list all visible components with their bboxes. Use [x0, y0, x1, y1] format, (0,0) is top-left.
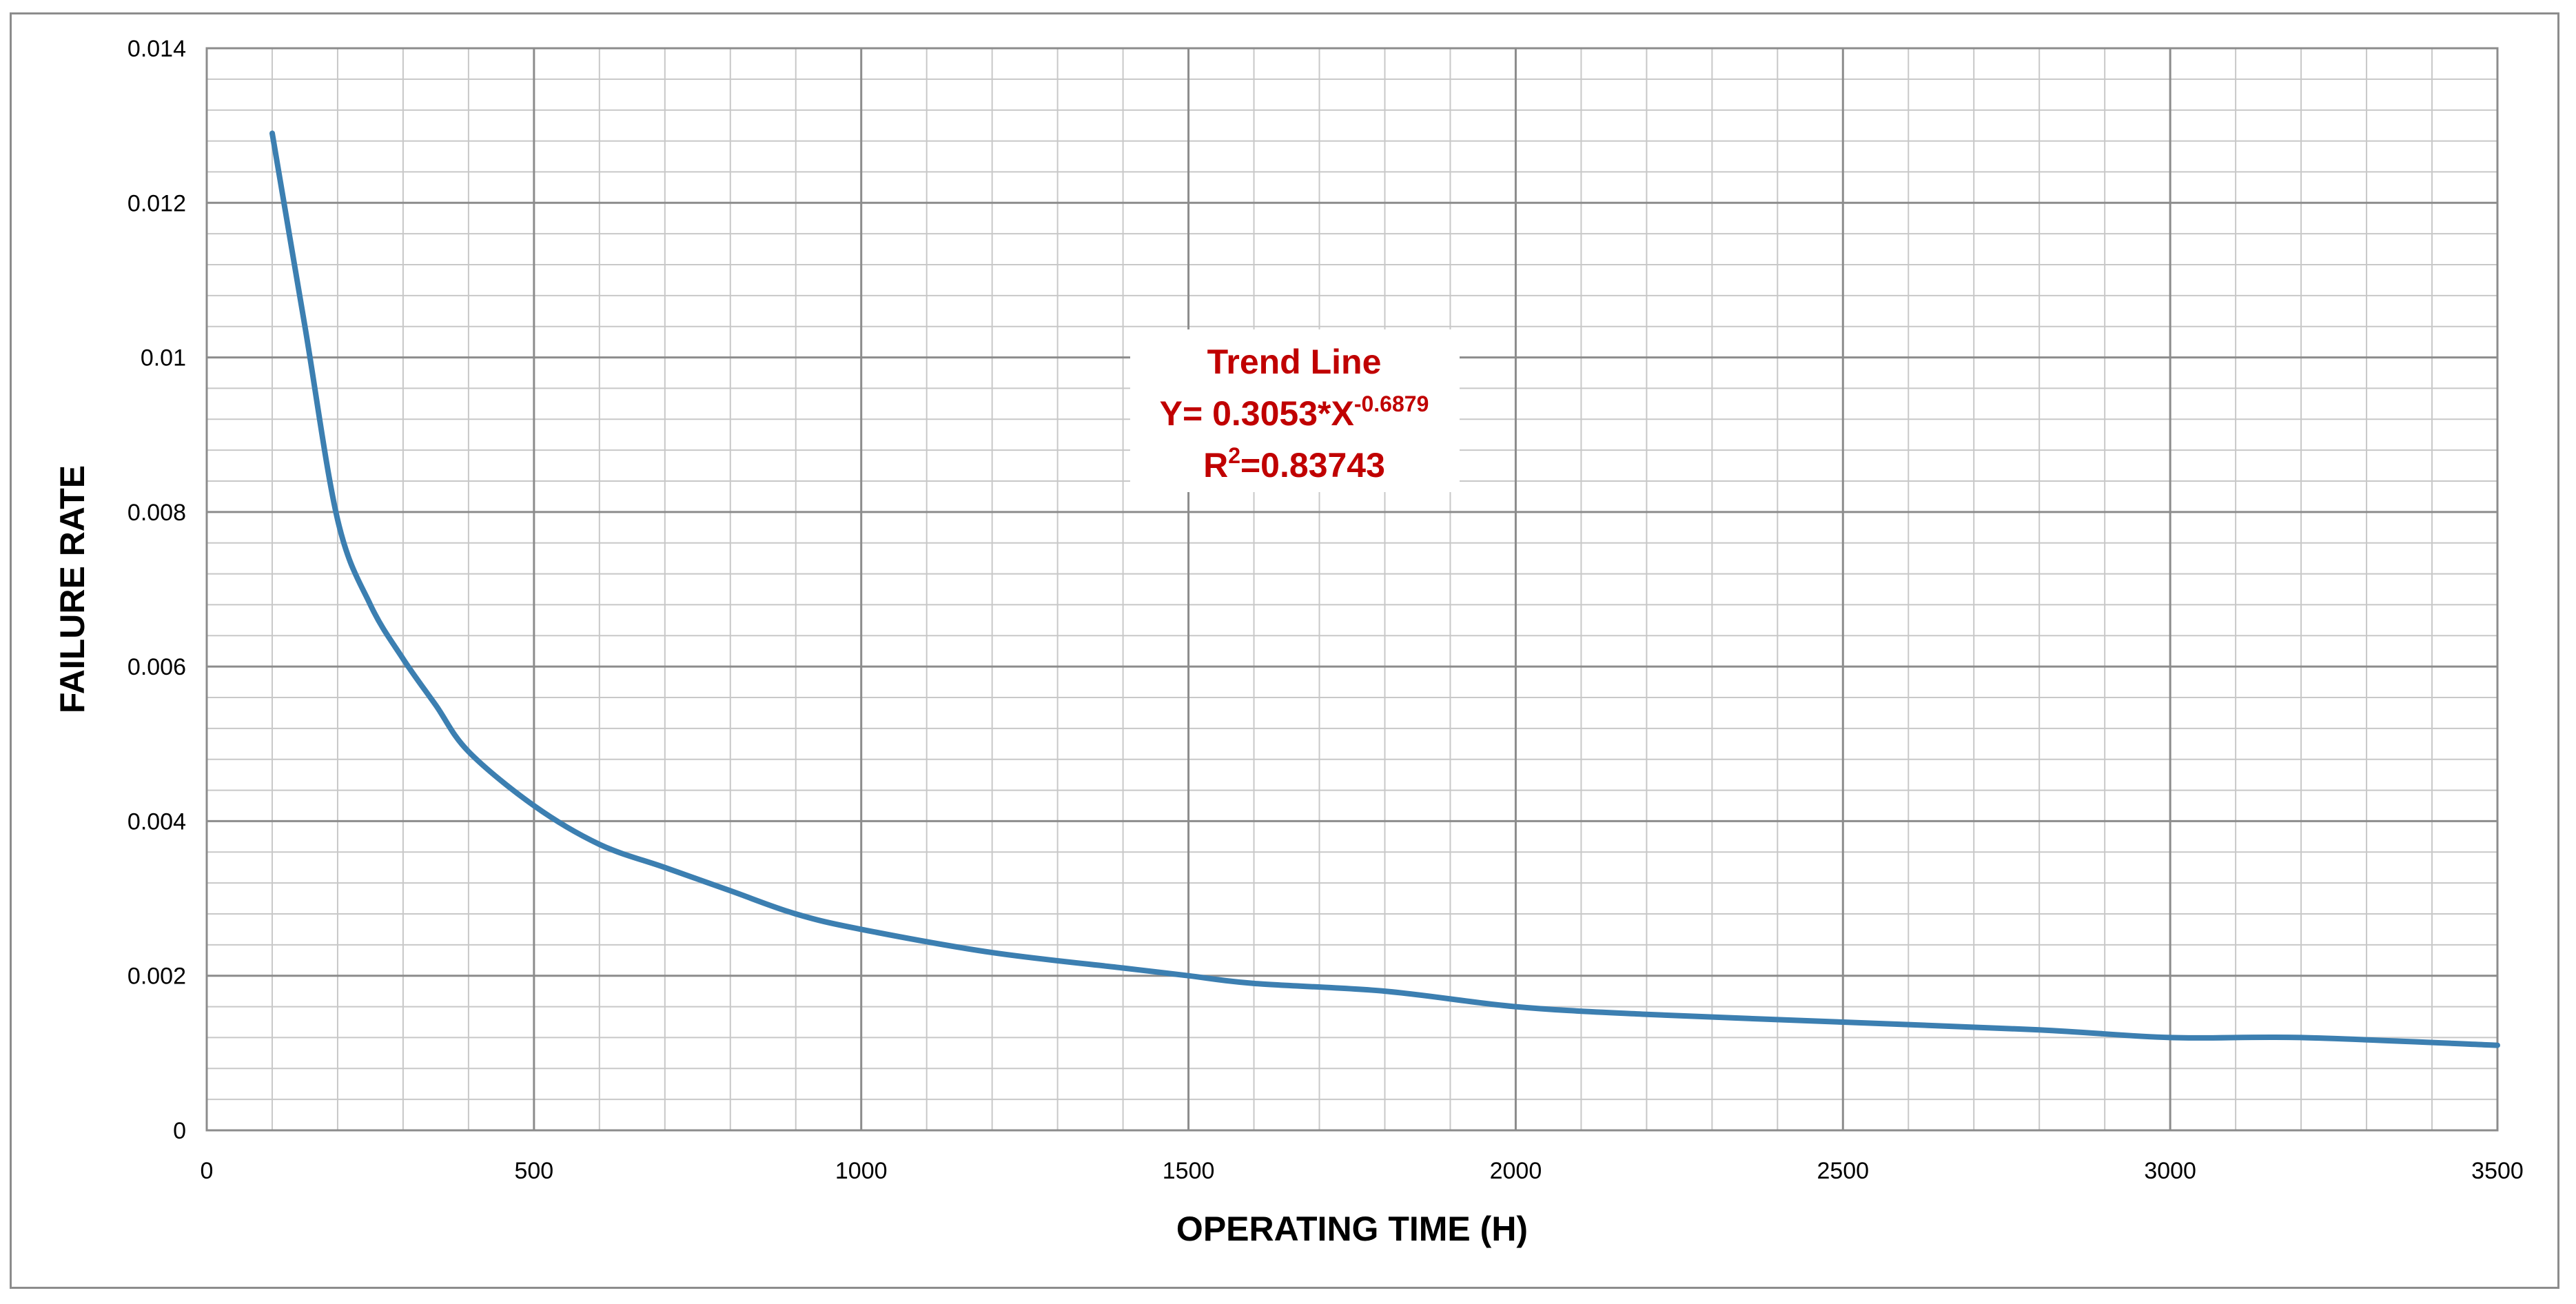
annotation-title: Trend Line: [1207, 343, 1382, 381]
trend-line-annotation: Trend Line Y= 0.3053*X-0.6879 R2=0.83743: [1130, 329, 1460, 492]
y-tick-label: 0.006: [127, 654, 186, 680]
r-squared-value: =0.83743: [1240, 446, 1385, 485]
x-tick-label: 1000: [835, 1158, 888, 1184]
y-tick-label: 0.004: [127, 808, 186, 835]
x-tick-label: 0: [201, 1158, 214, 1184]
y-tick-label: 0.01: [141, 345, 186, 371]
x-tick-label: 2000: [1490, 1158, 1542, 1184]
y-axis-title: FAILURE RATE: [53, 465, 92, 713]
r-squared-base: R: [1203, 446, 1228, 485]
y-tick-label: 0.008: [127, 500, 186, 526]
series-layer: [269, 130, 2500, 1048]
x-tick-label: 3000: [2144, 1158, 2196, 1184]
annotation-background: [1130, 329, 1460, 492]
y-tick-label: 0: [173, 1118, 186, 1144]
x-axis-title: OPERATING TIME (H): [1176, 1210, 1528, 1248]
y-tick-label: 0.014: [127, 36, 186, 62]
y-axis-ticks: 0 0.002 0.004 0.006 0.008 0.01 0.012 0.014: [127, 36, 186, 1144]
x-tick-label: 1500: [1163, 1158, 1215, 1184]
series-line: [269, 130, 2500, 1048]
x-tick-label: 3500: [2471, 1158, 2524, 1184]
x-tick-label: 2500: [1817, 1158, 1869, 1184]
r-squared-exponent: 2: [1228, 443, 1240, 468]
y-tick-label: 0.002: [127, 964, 186, 990]
equation-base: Y= 0.3053*X: [1160, 394, 1354, 433]
chart-area: [10, 12, 2559, 1289]
minor-gridlines: [207, 48, 2497, 1130]
equation-exponent: -0.6879: [1354, 391, 1429, 416]
major-gridlines: [205, 47, 2499, 1132]
x-axis-ticks: 0 500 1000 1500 2000 2500 3000 3500: [201, 1158, 2524, 1184]
plot-border: [205, 47, 2499, 1132]
y-tick-label: 0.012: [127, 190, 186, 216]
annotation-equation: Y= 0.3053*X-0.6879: [1160, 391, 1429, 433]
annotation-r-squared: R2=0.83743: [1203, 443, 1385, 485]
x-tick-label: 500: [514, 1158, 553, 1184]
